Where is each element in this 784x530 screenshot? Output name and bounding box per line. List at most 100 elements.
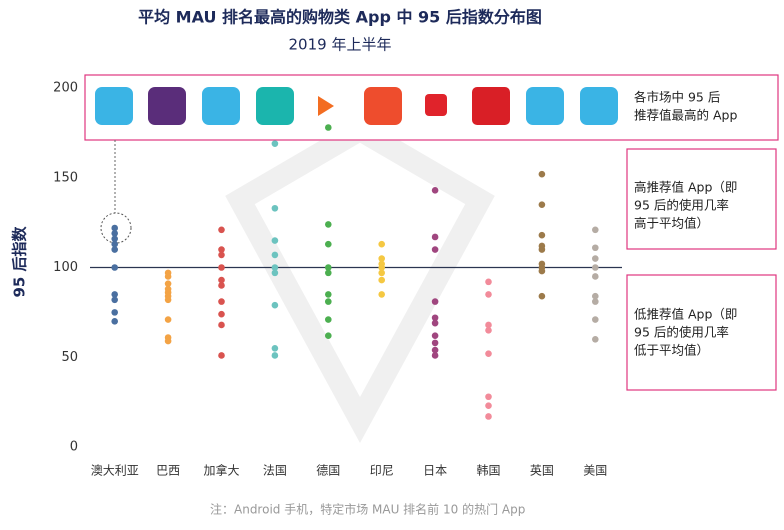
dot [592, 255, 599, 262]
dot [271, 251, 279, 259]
chart-subtitle: 2019 年上半年 [289, 36, 392, 54]
dot [271, 140, 279, 147]
dot [325, 240, 332, 248]
dot [378, 264, 386, 271]
app-icon [580, 87, 618, 125]
dot [111, 224, 118, 232]
dot [431, 346, 439, 354]
dot [431, 352, 439, 359]
app-icon [95, 87, 133, 125]
dot [378, 240, 386, 248]
dot [325, 332, 332, 340]
dot [485, 402, 492, 410]
dot [111, 235, 118, 243]
x-tick-label: 英国 [530, 464, 554, 478]
annotation: 高推荐值 App（即 [634, 180, 737, 195]
note: 注：Android 手机，特定市场 MAU 排名前 10 的热门 App [210, 502, 525, 517]
annotation-box [626, 274, 777, 391]
dot [325, 124, 332, 131]
dot [111, 309, 118, 316]
annotation: 各市场中 95 后 [634, 90, 720, 105]
dot [218, 352, 225, 359]
dot [592, 273, 599, 280]
dot [592, 264, 599, 271]
dot [164, 280, 172, 287]
annotation: 推荐值最高的 App [634, 108, 737, 123]
dot [485, 321, 492, 329]
dot [164, 316, 172, 323]
dot [271, 204, 279, 212]
dot [592, 336, 599, 343]
y-tick-label: 50 [61, 350, 78, 365]
dot [218, 264, 225, 271]
y-tick-label: 0 [70, 440, 78, 455]
x-tick-label: 日本 [423, 464, 447, 478]
dot [111, 230, 118, 237]
dot [271, 344, 279, 352]
dot [164, 273, 172, 280]
dot [592, 244, 599, 252]
dot [325, 298, 332, 305]
app-icon [364, 87, 402, 125]
dot [431, 314, 439, 322]
app-icon [526, 87, 564, 125]
dot [218, 226, 225, 234]
annotation: 低推荐值 App（即 [634, 307, 737, 322]
dot [111, 291, 118, 298]
dot [325, 269, 332, 277]
dot [592, 298, 599, 305]
dot [538, 246, 546, 253]
dot [111, 240, 118, 248]
dot [592, 226, 599, 234]
dot [325, 221, 332, 228]
dot [218, 246, 225, 253]
app-icon [256, 87, 294, 125]
dot [378, 269, 386, 277]
dot [431, 332, 439, 340]
dot [271, 237, 279, 244]
annotation: 95 后的使用几率 [634, 325, 729, 340]
highlight-circle [100, 212, 132, 244]
dot [538, 267, 546, 275]
x-tick-label: 印尼 [370, 464, 394, 478]
dot [271, 352, 279, 359]
x-tick-label: 澳大利亚 [91, 464, 139, 478]
dot [325, 316, 332, 323]
dot [485, 291, 492, 298]
dot [431, 339, 439, 347]
dot [271, 264, 279, 271]
dot [218, 310, 225, 318]
annotation: 低于平均值） [634, 343, 709, 358]
x-tick-label: 德国 [316, 463, 340, 478]
dot [218, 298, 225, 305]
dot [431, 187, 439, 194]
app-icons [95, 87, 618, 125]
dot [431, 298, 439, 305]
y-tick-label: 150 [53, 170, 78, 185]
dot [271, 301, 279, 309]
dot [431, 246, 439, 253]
x-tick-label: 法国 [263, 464, 287, 478]
dot [378, 276, 386, 284]
dot [164, 296, 172, 304]
app-icon [202, 87, 240, 125]
x-tick-label: 加拿大 [203, 463, 239, 478]
dot [485, 278, 492, 286]
dot [485, 393, 492, 401]
dot [592, 316, 599, 323]
dot [378, 255, 386, 262]
dot [325, 264, 332, 271]
chart-title: 平均 MAU 排名最高的购物类 App 中 95 后指数分布图 [138, 8, 542, 27]
app-icon [425, 94, 447, 116]
dot [164, 337, 172, 345]
dot [538, 201, 546, 208]
dot [485, 413, 492, 420]
x-tick-label: 韩国 [476, 463, 500, 478]
y-tick-label: 100 [53, 260, 78, 275]
dot [592, 292, 599, 300]
x-tick-label: 美国 [583, 464, 607, 478]
dot [218, 251, 225, 259]
y-axis-label: 95 后指数 [11, 225, 29, 297]
dot [218, 282, 225, 289]
